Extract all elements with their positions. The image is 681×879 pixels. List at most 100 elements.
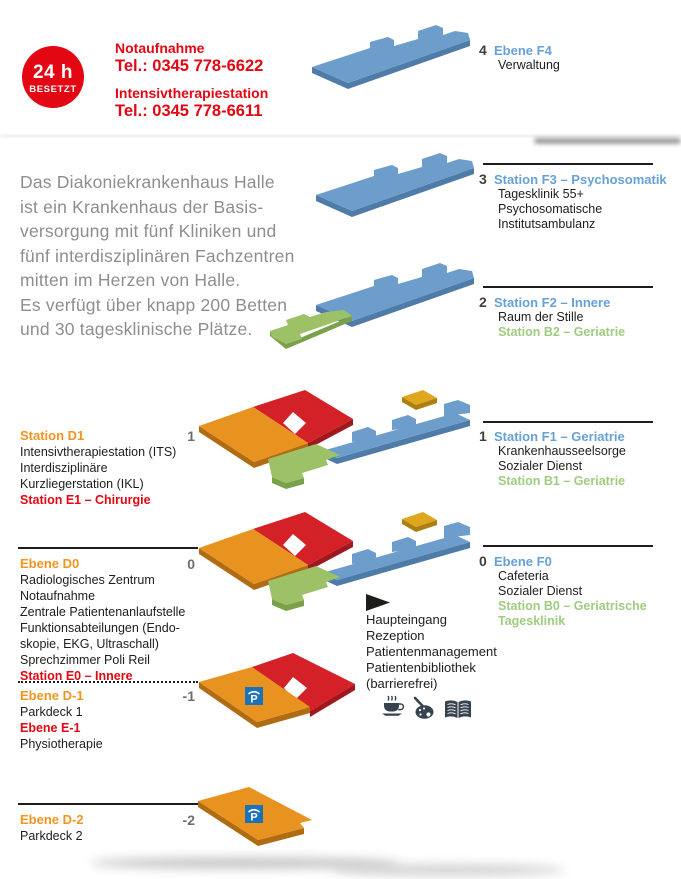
level-title: Ebene F0 — [494, 554, 552, 569]
divider — [18, 803, 198, 805]
level-line: Institutsambulanz — [498, 217, 596, 231]
level-0-label-block: 0 Ebene F0 Cafeteria Sozialer Dienst Sta… — [479, 553, 679, 629]
entrance-line: Rezeption — [366, 628, 425, 643]
ebene-d0-label-block: 0 Ebene D0 Radiologisches Zentrum Notauf… — [20, 556, 195, 684]
level-line: Notaufnahme — [20, 589, 96, 603]
level-title: Ebene F4 — [494, 43, 552, 58]
level-title: Station F3 – Psychosomatik — [494, 172, 667, 187]
level-line: Station B1 – Geriatrie — [498, 474, 626, 488]
intro-line: Es verfügt über knapp 200 Betten — [20, 294, 288, 315]
level-line: Cafeteria — [498, 569, 549, 583]
level-line: Physiotherapie — [20, 737, 103, 751]
level-number: 1 — [479, 428, 487, 444]
level-line: Sozialer Dienst — [498, 459, 583, 473]
library-icon — [445, 700, 471, 718]
svg-text:P: P — [250, 694, 257, 706]
level-number: 3 — [479, 171, 487, 187]
badge-besetzt-label: BESETZT — [29, 84, 77, 95]
divider — [483, 545, 653, 547]
hospital-intro-text: Das Diakoniekrankenhaus Halle ist ein Kr… — [20, 170, 305, 342]
bottom-shadow-right — [330, 864, 565, 876]
icu-phone: Tel.: 0345 778-6611 — [115, 102, 263, 120]
svg-text:P: P — [250, 812, 257, 824]
level-line: Verwaltung — [498, 58, 560, 72]
icu-label: Intensivtherapiestation — [115, 85, 269, 101]
level-line: Station E0 – Innere — [20, 669, 133, 683]
level-line: Station B0 – Geriatrische — [498, 599, 647, 613]
palette-icon — [413, 696, 434, 719]
level-line: Krankenhausseelsorge — [498, 444, 626, 458]
page-fold-line — [0, 135, 681, 137]
badge-24h-label: 24 h — [32, 62, 74, 83]
main-entrance-arrow-icon — [366, 594, 390, 611]
level-4-label-block: 4 Ebene F4 Verwaltung — [479, 42, 679, 73]
level-3-label-block: 3 Station F3 – Psychosomatik Tagesklinik… — [479, 171, 679, 232]
intro-line: Das Diakoniekrankenhaus Halle — [20, 172, 275, 192]
level-2-label-block: 2 Station F2 – Innere Raum der Stille St… — [479, 294, 679, 340]
divider — [18, 547, 198, 549]
level-line: Interdisziplinäre — [20, 461, 108, 475]
floor-minus2-shape: P — [198, 787, 312, 846]
24h-staffed-badge: 24 h BESETZT — [22, 46, 84, 108]
level-title: Station F2 – Innere — [494, 295, 611, 310]
floor-2-shape — [270, 263, 474, 349]
level-line: Psychosomatische — [498, 202, 603, 216]
level-line: Kurzliegerstation (IKL) — [20, 477, 144, 491]
level-1-label-block: 1 Station F1 – Geriatrie Krankenhausseel… — [479, 428, 679, 489]
intro-line: ist ein Krankenhaus der Basis- — [20, 196, 264, 217]
level-title: Ebene D-1 — [20, 688, 84, 703]
level-line: Station B2 – Geriatrie — [498, 325, 626, 339]
level-number: 0 — [187, 556, 195, 572]
level-line: Tagesklinik — [498, 614, 566, 628]
level-title: Ebene D0 — [20, 556, 80, 571]
intro-line: versorgung mit fünf Kliniken und — [20, 221, 277, 241]
level-number: 0 — [479, 553, 487, 569]
floor-3-shape — [316, 153, 474, 217]
level-title: Station F1 – Geriatrie — [494, 429, 625, 444]
level-line: Intensivtherapiestation (ITS) — [20, 445, 177, 459]
ebene-d-2-label-block: -2 Ebene D-2 Parkdeck 2 — [20, 812, 195, 844]
level-number: 4 — [479, 42, 487, 58]
level-line: Parkdeck 2 — [20, 829, 83, 843]
entrance-line: Haupteingang — [366, 612, 447, 627]
ebene-d-1-label-block: -1 Ebene D-1 Parkdeck 1 Ebene E-1 Physio… — [20, 688, 195, 752]
entrance-line: Patientenmanagement — [366, 644, 497, 659]
floor-0-shape — [199, 512, 470, 611]
level-title: Station D1 — [20, 428, 85, 443]
divider — [483, 163, 653, 165]
level-number: -1 — [182, 688, 195, 704]
parking-icon-deck2: P — [245, 805, 263, 824]
level-line: skopie, EKG, Ultraschall) — [20, 637, 159, 651]
level-line: Raum der Stille — [498, 310, 584, 324]
intro-line: und 30 tagesklinische Plätze. — [20, 319, 253, 339]
emergency-label: Notaufnahme — [115, 40, 205, 56]
level-line: Sprechzimmer Poli Reil — [20, 653, 150, 667]
level-line: Zentrale Patientenanlaufstelle — [20, 605, 186, 619]
intro-line: mitten im Herzen von Halle. — [20, 270, 241, 290]
level-line: Tagesklinik 55+ — [498, 187, 584, 201]
bottom-shadow-left — [90, 857, 400, 869]
main-entrance-info-block: Haupteingang Rezeption Patientenmanageme… — [366, 612, 497, 692]
level-line: Sozialer Dienst — [498, 584, 583, 598]
station-d1-label-block: 1 Station D1 Intensivtherapiestation (IT… — [20, 428, 195, 508]
level-number: 1 — [187, 428, 195, 444]
divider — [483, 421, 653, 423]
divider-dotted — [18, 681, 198, 683]
coffee-icon — [382, 695, 405, 716]
level-number: -2 — [182, 812, 195, 828]
emergency-contact-block: Notaufnahme Tel.: 0345 778-6622 Intensiv… — [115, 40, 268, 130]
level-title: Ebene D-2 — [20, 812, 84, 827]
floor-4-shape — [312, 25, 470, 89]
entrance-line: (barrierefrei) — [366, 676, 438, 691]
entrance-line: Patientenbibliothek — [366, 660, 476, 675]
intro-line: fünf interdisziplinären Fachzentren — [20, 245, 295, 266]
level-line: Parkdeck 1 — [20, 705, 83, 719]
level-line: Ebene E-1 — [20, 721, 81, 735]
emergency-phone: Tel.: 0345 778-6622 — [115, 57, 264, 75]
parking-icon-deck1: P — [245, 687, 263, 706]
level-line: Radiologisches Zentrum — [20, 573, 155, 587]
floor-minus1-shape: P — [199, 653, 355, 728]
level-number: 2 — [479, 294, 487, 310]
